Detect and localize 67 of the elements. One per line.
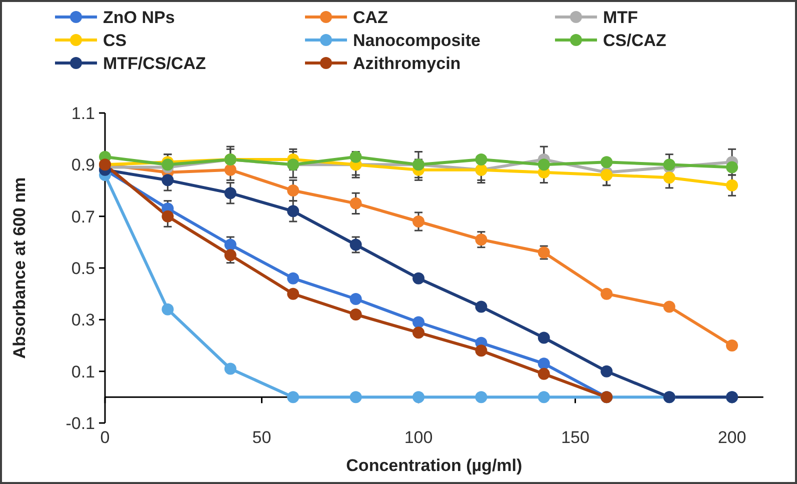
point	[538, 332, 550, 344]
point	[726, 340, 738, 352]
x-tick-label: 100	[404, 428, 433, 447]
point	[726, 179, 738, 192]
legend-label: MTF	[603, 8, 638, 27]
point	[287, 272, 300, 284]
point	[663, 158, 676, 171]
y-tick-label: 0.1	[71, 362, 95, 382]
point	[412, 216, 424, 228]
point	[412, 391, 424, 404]
y-tick-label: -0.1	[66, 414, 95, 433]
point	[475, 154, 488, 166]
point	[663, 300, 676, 313]
point	[287, 184, 300, 196]
point	[350, 391, 362, 404]
point	[538, 368, 550, 380]
point	[350, 238, 362, 251]
point	[475, 300, 488, 313]
point	[287, 205, 300, 218]
x-tick-label: 50	[252, 428, 272, 447]
point	[162, 158, 174, 171]
y-tick-label: 0.5	[71, 258, 95, 278]
legend-label: Azithromycin	[353, 54, 461, 73]
point	[162, 303, 174, 316]
legend-label: ZnO NPs	[103, 8, 175, 27]
legend-label: CS	[103, 30, 127, 50]
legend-label: CAZ	[353, 8, 388, 27]
point	[663, 172, 676, 184]
point	[538, 358, 550, 370]
point	[224, 187, 236, 200]
point	[538, 391, 550, 404]
point	[224, 249, 236, 262]
point	[412, 326, 424, 339]
x-axis-title: Concentration (µg/ml)	[346, 456, 522, 475]
point	[538, 158, 550, 171]
point	[412, 272, 424, 284]
point	[600, 365, 613, 378]
x-tick-label: 150	[561, 428, 590, 447]
point	[350, 308, 362, 320]
legend-label: MTF/CS/CAZ	[103, 54, 206, 73]
point	[600, 169, 613, 181]
point	[726, 161, 738, 174]
point	[350, 293, 362, 305]
y-tick-label: 1.1	[71, 104, 95, 123]
point	[287, 288, 300, 300]
point	[475, 391, 488, 404]
point	[162, 174, 174, 186]
y-tick-label: 0.7	[71, 207, 95, 226]
point	[600, 288, 613, 300]
y-tick-label: 0.9	[71, 156, 95, 175]
point	[350, 150, 362, 163]
point	[600, 156, 613, 168]
point	[475, 234, 488, 246]
point	[224, 238, 236, 251]
x-tick-label: 200	[718, 428, 746, 447]
x-tick-label: 0	[100, 428, 110, 447]
legend-label: Nanocomposite	[353, 30, 481, 50]
y-axis-title: Absorbance at 600 nm	[10, 177, 29, 359]
y-tick-label: 0.3	[71, 310, 95, 330]
point	[475, 344, 488, 357]
point	[224, 164, 236, 176]
point	[350, 197, 362, 210]
point	[224, 362, 236, 375]
point	[412, 316, 424, 328]
point	[162, 210, 174, 222]
legend-label: CS/CAZ	[603, 30, 666, 50]
point	[287, 391, 300, 404]
